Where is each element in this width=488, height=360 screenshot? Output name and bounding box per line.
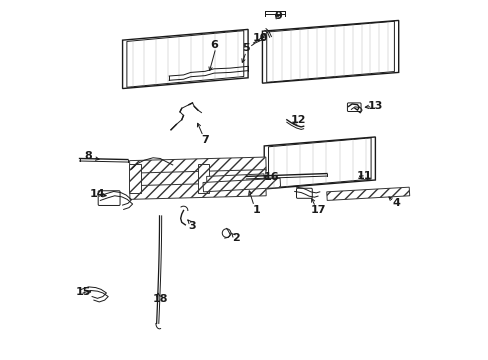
Text: 6: 6 xyxy=(210,40,218,50)
Bar xyxy=(206,174,264,187)
Text: 9: 9 xyxy=(274,11,282,21)
Text: 10: 10 xyxy=(252,33,268,42)
Text: 16: 16 xyxy=(263,172,279,183)
Text: 14: 14 xyxy=(89,189,105,199)
Text: 7: 7 xyxy=(201,135,208,145)
Text: 13: 13 xyxy=(367,101,382,111)
Text: 8: 8 xyxy=(84,150,92,161)
Bar xyxy=(129,164,141,193)
Text: 4: 4 xyxy=(392,198,400,208)
Text: 2: 2 xyxy=(231,233,239,243)
Text: 15: 15 xyxy=(75,287,91,297)
Bar xyxy=(129,170,265,187)
Text: 12: 12 xyxy=(290,115,305,125)
Bar xyxy=(326,187,409,201)
Text: 11: 11 xyxy=(356,171,372,181)
Text: 17: 17 xyxy=(309,205,325,215)
Bar xyxy=(203,178,280,192)
Text: 3: 3 xyxy=(188,221,196,231)
Bar xyxy=(129,157,265,174)
Text: 18: 18 xyxy=(152,294,168,305)
Bar xyxy=(197,164,208,193)
Text: 1: 1 xyxy=(253,205,261,215)
Bar xyxy=(129,182,265,199)
Text: 5: 5 xyxy=(242,44,249,53)
